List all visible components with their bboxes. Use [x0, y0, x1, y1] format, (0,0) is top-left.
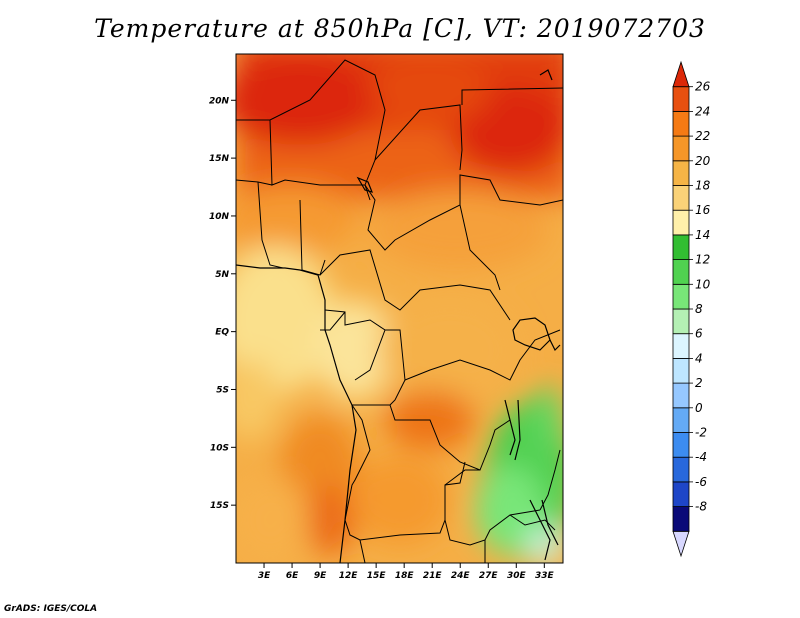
- coastlines-and-lakes: [236, 69, 561, 563]
- colorbar-segment: [672, 481, 690, 507]
- colorbar-segment: [672, 382, 690, 409]
- lon-tick-label: 30E: [507, 571, 527, 581]
- lon-tick-label: 18E: [395, 571, 415, 581]
- colorbar-segment: [672, 135, 690, 162]
- lon-tick-label: 6E: [286, 571, 299, 581]
- lon-tick-label: 3E: [258, 571, 271, 581]
- colorbar-top-triangle: [672, 60, 690, 88]
- colorbar-label: 0: [695, 401, 703, 415]
- colorbar-segment: [672, 506, 690, 532]
- colorbar-label: 14: [695, 228, 710, 242]
- longitude-axis: 3E 6E 9E 12E 15E 18E 21E 24E 27E 30E 33E: [258, 563, 555, 581]
- colorbar-label: 10: [695, 277, 711, 291]
- colorbar-label: 24: [695, 104, 710, 118]
- map-frame: [235, 53, 564, 564]
- colorbar-label: 4: [695, 351, 703, 365]
- latitude-axis: 20N 15N 10N 5N EQ 5S 10S 15S: [209, 96, 236, 511]
- colorbar-segment: [672, 86, 690, 112]
- colorbar-label: 26: [695, 80, 711, 94]
- colorbar-label: 20: [695, 154, 711, 168]
- colorbar-segment: [672, 259, 690, 285]
- colorbar-label: 2: [695, 376, 703, 390]
- colorbar-segment: [672, 111, 690, 137]
- grads-credit: GrADS: IGES/COLA: [4, 604, 98, 614]
- lon-tick-label: 15E: [367, 571, 387, 581]
- lat-tick-label: 10N: [209, 212, 230, 222]
- colorbar-segment: [672, 432, 690, 458]
- lat-tick-label: 5N: [215, 270, 229, 280]
- lon-tick-label: 33E: [535, 571, 555, 581]
- colorbar-segment: [672, 333, 690, 359]
- temperature-field: [236, 54, 563, 563]
- colorbar-label: 22: [695, 129, 710, 143]
- lat-tick-label: 15N: [209, 154, 230, 164]
- lon-tick-label: 21E: [423, 571, 443, 581]
- colorbar-segment: [672, 185, 690, 211]
- colorbar-label: -4: [695, 450, 707, 464]
- lon-tick-label: 27E: [479, 571, 499, 581]
- map-title: Temperature at 850hPa [C], VT: 201907270…: [94, 14, 706, 43]
- colorbar-label: -2: [695, 426, 707, 440]
- lon-tick-label: 9E: [314, 571, 327, 581]
- lat-tick-label: 20N: [209, 96, 230, 106]
- colorbar-label: 18: [695, 179, 711, 193]
- colorbar-segment: [672, 407, 690, 433]
- lon-tick-label: 24E: [451, 571, 471, 581]
- colorbar-label: -8: [695, 500, 707, 514]
- colorbar-label: -6: [695, 475, 707, 489]
- colorbar-segment: [672, 357, 690, 384]
- colorbar-segment: [672, 283, 690, 310]
- lat-tick-label: 15S: [210, 501, 229, 511]
- colorbar-segment: [672, 456, 690, 483]
- lat-tick-label: EQ: [215, 328, 229, 338]
- colorbar-segment: [672, 160, 690, 186]
- colorbar-label: 12: [695, 253, 710, 267]
- colorbar-segment: [672, 234, 690, 260]
- country-borders: [236, 59, 563, 563]
- lat-tick-label: 10S: [210, 443, 229, 453]
- lat-tick-label: 5S: [216, 385, 229, 395]
- colorbar-label: 6: [695, 327, 703, 341]
- colorbar-label: 16: [695, 203, 711, 217]
- colorbar-segment: [672, 308, 690, 335]
- lon-tick-label: 12E: [339, 571, 359, 581]
- colorbar-label: 8: [695, 302, 703, 316]
- colorbar-bottom-triangle: [672, 530, 690, 558]
- colorbar-segment: [672, 209, 690, 236]
